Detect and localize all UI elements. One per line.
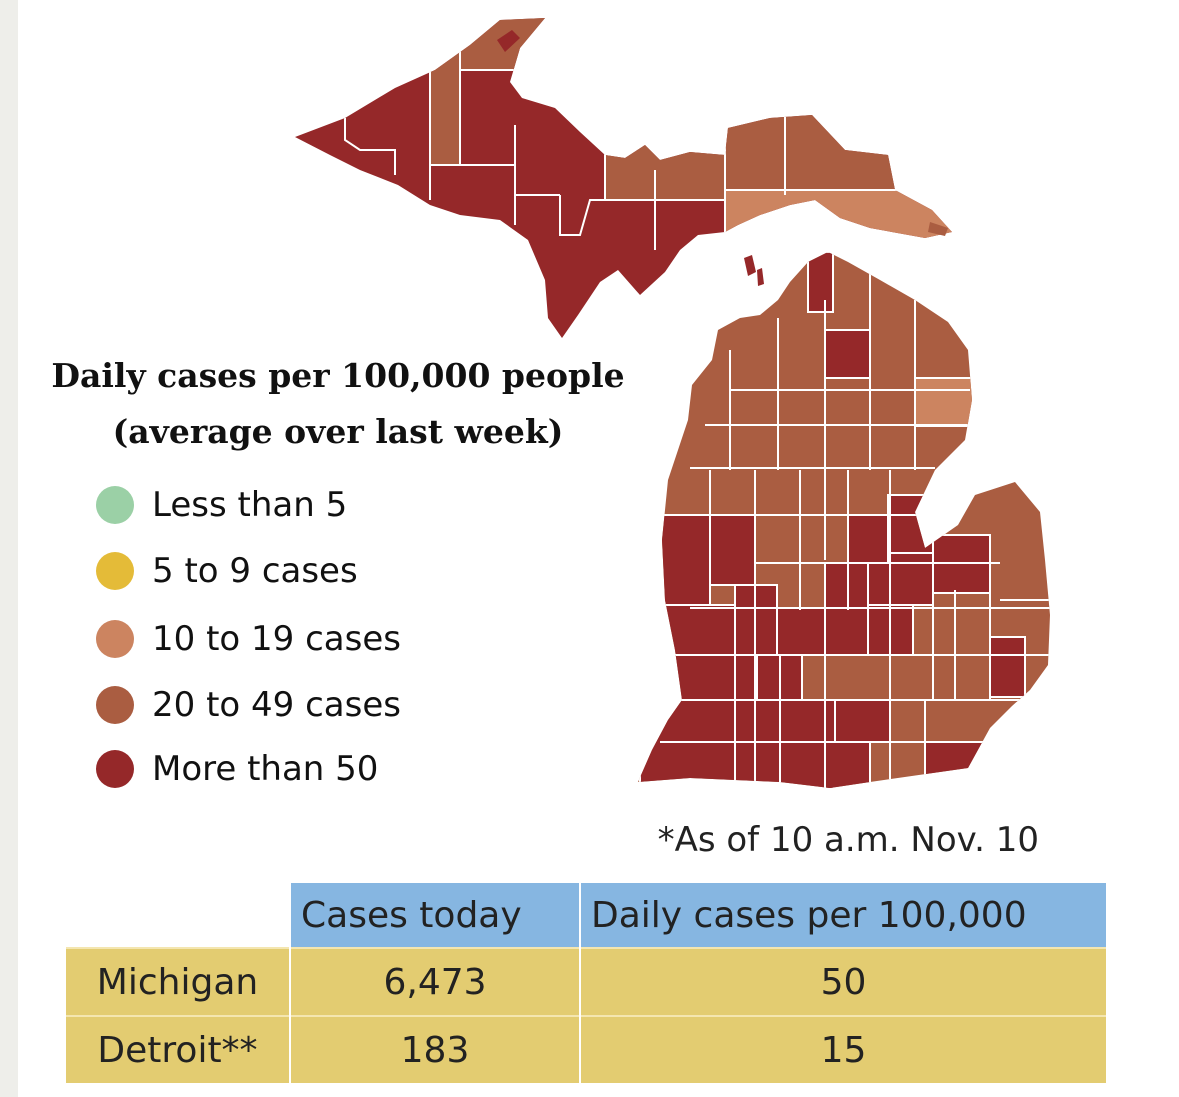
- legend-item-10-to-19: 10 to 19 cases: [96, 617, 401, 661]
- page-left-strip: [0, 0, 18, 1097]
- legend-item-more-than-50: More than 50: [96, 747, 378, 791]
- legend-item-less-than-5: Less than 5: [96, 483, 347, 527]
- legend-swatch-green: [96, 486, 134, 524]
- table-row: Detroit** 183 15: [66, 1015, 1106, 1083]
- row-label: Michigan: [66, 947, 290, 1016]
- legend-label: 5 to 9 cases: [152, 551, 358, 591]
- header-blank: [66, 883, 290, 948]
- daily-cases-value: 50: [579, 947, 1106, 1016]
- legend-title: Daily cases per 100,000 people (average …: [40, 348, 636, 460]
- cases-today-value: 183: [289, 1015, 580, 1083]
- legend-item-5-to-9: 5 to 9 cases: [96, 549, 358, 593]
- michigan-county-map: [295, 18, 1050, 788]
- stats-table: Cases today Daily cases per 100,000 Mich…: [66, 883, 1106, 1083]
- legend-label: 10 to 19 cases: [152, 619, 401, 659]
- legend-label: More than 50: [152, 749, 379, 789]
- legend-item-20-to-49: 20 to 49 cases: [96, 683, 401, 727]
- header-cases-today: Cases today: [289, 883, 580, 948]
- legend-swatch-dark-red: [96, 750, 134, 788]
- table-row: Michigan 6,473 50: [66, 947, 1106, 1016]
- legend-swatch-light-brown: [96, 620, 134, 658]
- header-daily-cases: Daily cases per 100,000: [579, 883, 1106, 948]
- daily-cases-value: 15: [579, 1015, 1106, 1083]
- as-of-note: *As of 10 a.m. Nov. 10: [657, 820, 1039, 860]
- cases-today-value: 6,473: [289, 947, 580, 1016]
- legend-swatch-brown: [96, 686, 134, 724]
- legend-label: Less than 5: [152, 485, 348, 525]
- legend-label: 20 to 49 cases: [152, 685, 401, 725]
- row-label: Detroit**: [66, 1015, 290, 1083]
- legend-title-line1: Daily cases per 100,000 people: [51, 356, 625, 395]
- table-header-row: Cases today Daily cases per 100,000: [66, 883, 1106, 948]
- legend-swatch-yellow: [96, 552, 134, 590]
- legend-title-line2: (average over last week): [112, 412, 564, 451]
